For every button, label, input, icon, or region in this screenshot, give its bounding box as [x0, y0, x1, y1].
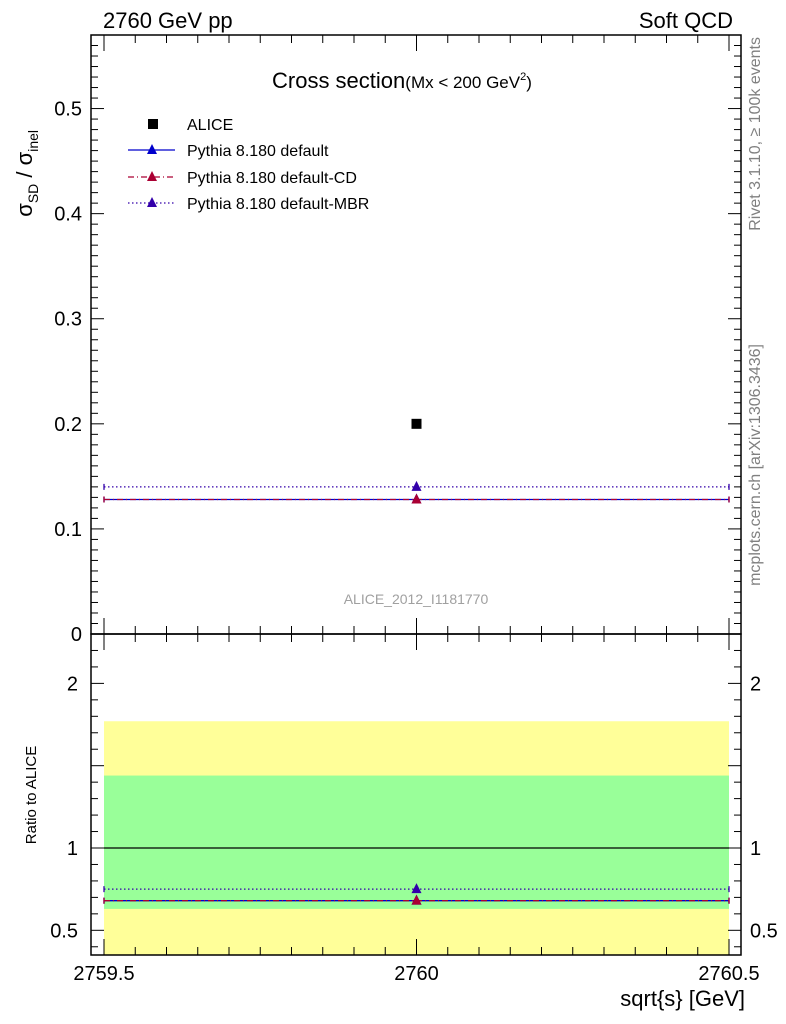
x-axis-label: sqrt{s} [GeV] [620, 986, 745, 1011]
chart-title-sub: (Mx < 200 GeV [405, 73, 520, 92]
ratio-y-tick-label-right: 1 [750, 838, 761, 860]
legend-marker-mbr [147, 197, 157, 207]
legend-marker-alice [148, 119, 158, 129]
ratio-series-group [103, 847, 730, 905]
sigma-inel-sub: inel [25, 130, 41, 152]
sigma-sd: σ [12, 203, 37, 217]
main-series-group [103, 418, 730, 504]
ratio-y-tick-label-right: 2 [750, 673, 761, 695]
ratio-y-tick-label-right: 0.5 [750, 920, 778, 942]
ratio-series-marker [411, 894, 422, 905]
sigma-inel: / σ [12, 151, 37, 183]
process-label: Soft QCD [639, 8, 733, 33]
x-tick-label: 2760 [394, 963, 439, 985]
energy-label: 2760 GeV pp [103, 8, 233, 33]
legend-label-cd: Pythia 8.180 default-CD [187, 170, 357, 187]
main-y-tick-label: 0.4 [54, 204, 82, 226]
ratio-series-marker [411, 883, 422, 894]
legend-label-default: Pythia 8.180 default [187, 143, 329, 160]
legend-marker-cd [147, 171, 157, 181]
legend-label-mbr: Pythia 8.180 default-MBR [187, 196, 369, 213]
legend-marker-default [147, 144, 157, 154]
sigma-sd-sub: SD [25, 184, 41, 203]
chart-title: Cross section(Mx < 200 GeV2) [272, 68, 532, 93]
legend-label-alice: ALICE [187, 117, 233, 134]
chart-title-main: Cross section [272, 68, 405, 93]
main-y-tick-label: 0.5 [54, 99, 82, 121]
ratio-y-tick-label-left: 1 [67, 838, 78, 860]
main-y-ticks: 0 0.1 0.2 0.3 0.4 0.5 [54, 45, 741, 646]
main-y-tick-label: 0.2 [54, 414, 82, 436]
rivet-label: Rivet 3.1.10, ≥ 100k events [747, 37, 764, 231]
ratio-y-tick-label-left: 2 [67, 673, 78, 695]
x-ticks: 2759.5 2760 2760.5 [73, 35, 760, 985]
main-y-axis-label: σSD / σinel [12, 130, 41, 217]
mcplots-label: mcplots.cern.ch [arXiv:1306.3436] [747, 344, 764, 586]
ratio-y-axis-label: Ratio to ALICE [23, 746, 40, 844]
x-tick-label: 2759.5 [73, 963, 134, 985]
chart-title-sup: 2 [520, 71, 526, 83]
main-y-tick-label: 0.1 [54, 519, 82, 541]
main-series-marker [411, 480, 422, 491]
ratio-y-ticks: 0.5 0.5 1 1 2 2 [50, 649, 778, 948]
main-series-marker [411, 493, 422, 504]
main-y-tick-label: 0 [71, 624, 82, 646]
x-tick-label: 2760.5 [698, 963, 759, 985]
alice-data-point [411, 418, 422, 429]
legend: ALICE Pythia 8.180 default Pythia 8.180 … [128, 117, 369, 213]
analysis-watermark: ALICE_2012_I1181770 [344, 591, 489, 607]
ratio-y-tick-label-left: 0.5 [50, 920, 78, 942]
chart-title-sub-end: ) [526, 73, 532, 92]
main-y-tick-label: 0.3 [54, 309, 82, 331]
